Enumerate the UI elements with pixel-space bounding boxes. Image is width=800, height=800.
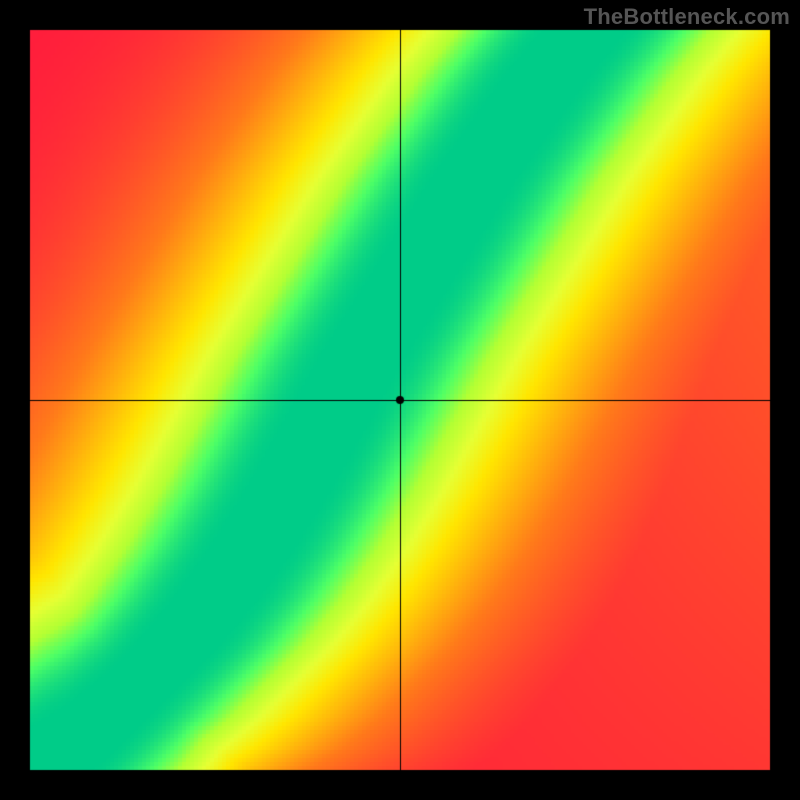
watermark-text: TheBottleneck.com [584,4,790,30]
chart-container: TheBottleneck.com [0,0,800,800]
heatmap-canvas [0,0,800,800]
